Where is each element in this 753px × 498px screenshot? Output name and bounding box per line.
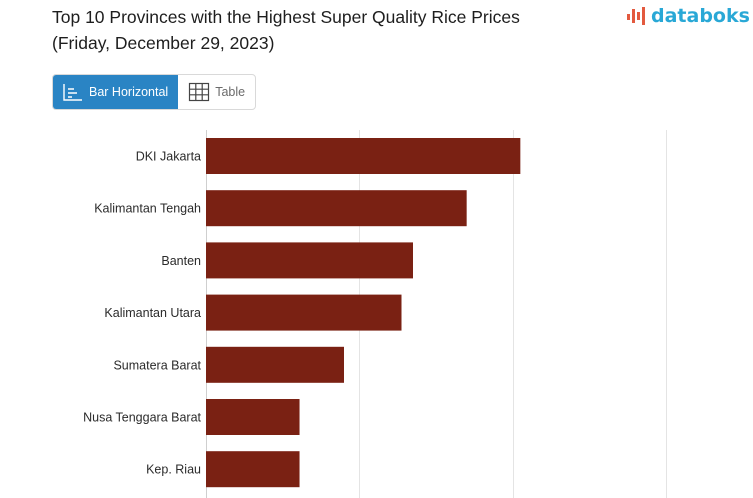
databoks-mark-icon [627, 7, 645, 25]
category-label: Kalimantan Utara [104, 306, 201, 320]
tab-bar-horizontal-label: Bar Horizontal [89, 85, 169, 99]
brand-name: databoks [651, 5, 750, 27]
bar[interactable] [206, 190, 467, 227]
category-label: Kep. Riau [146, 463, 201, 477]
bar[interactable] [206, 294, 402, 331]
databoks-logo[interactable]: databoks [626, 4, 750, 28]
bar[interactable] [206, 451, 300, 488]
tab-table[interactable]: Table [178, 75, 255, 109]
bar[interactable] [206, 138, 521, 174]
tab-table-label: Table [215, 85, 246, 99]
category-label: Banten [161, 254, 201, 268]
category-label: Sumatera Barat [113, 358, 201, 372]
chart-title: Top 10 Provinces with the Highest Super … [52, 4, 612, 56]
tab-bar-horizontal[interactable]: Bar Horizontal [53, 75, 179, 109]
category-label: Kalimantan Tengah [94, 202, 201, 216]
bar-chart-icon [63, 84, 82, 101]
chart-title-line1: Top 10 Provinces with the Highest Super … [52, 7, 520, 27]
category-labels: DKI Jakarta Kalimantan Tengah Banten Kalima… [83, 150, 201, 477]
category-label: DKI Jakarta [136, 150, 201, 164]
chart-title-line2: (Friday, December 29, 2023) [52, 33, 275, 53]
table-icon [189, 82, 210, 102]
bar[interactable] [206, 346, 344, 383]
bar[interactable] [206, 242, 413, 279]
bars [206, 138, 521, 488]
bar[interactable] [206, 399, 300, 435]
category-label: Nusa Tenggara Barat [83, 411, 201, 425]
view-tabs: Bar Horizontal Table [52, 74, 257, 110]
